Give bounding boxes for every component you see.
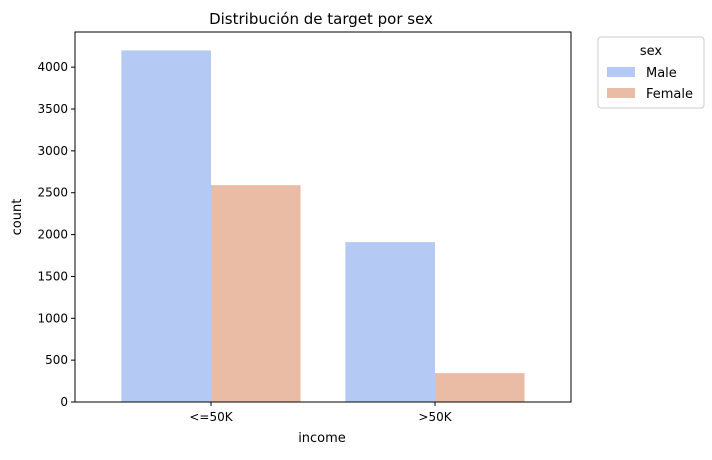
plot-area (74, 31, 572, 403)
bars (121, 50, 525, 402)
legend-title: sex (640, 44, 663, 59)
x-tick-label: >50K (418, 410, 452, 424)
legend-label-male: Male (646, 66, 677, 81)
y-tick-label: 0 (60, 395, 68, 409)
legend-swatch-male (607, 67, 635, 77)
y-tick-label: 2500 (37, 186, 68, 200)
plot-frame (74, 31, 572, 403)
legend-label-female: Female (646, 87, 693, 102)
bar-female-0 (211, 185, 301, 402)
y-tick-label: 1500 (37, 269, 68, 283)
y-tick-label: 4000 (37, 60, 68, 74)
y-tick-label: 2000 (37, 228, 68, 242)
y-tick-label: 1000 (37, 311, 68, 325)
y-tick-label: 500 (45, 353, 68, 367)
x-axis: <=50K >50K (189, 402, 453, 424)
legend: sex Male Female (597, 36, 705, 109)
y-axis-label: count (10, 199, 25, 236)
x-tick-label: <=50K (189, 410, 233, 424)
bar-male-0 (121, 50, 211, 402)
x-axis-label: income (298, 431, 346, 446)
y-tick-label: 3000 (37, 144, 68, 158)
bar-male-1 (345, 242, 435, 402)
y-axis: 0 500 1000 1500 2000 2500 3000 3500 4000 (37, 60, 75, 409)
legend-items: Male Female (607, 66, 693, 102)
y-tick-label: 3500 (37, 102, 68, 116)
chart-title: Distribución de target por sex (209, 10, 433, 28)
bar-female-1 (435, 373, 525, 402)
legend-swatch-female (607, 88, 635, 98)
